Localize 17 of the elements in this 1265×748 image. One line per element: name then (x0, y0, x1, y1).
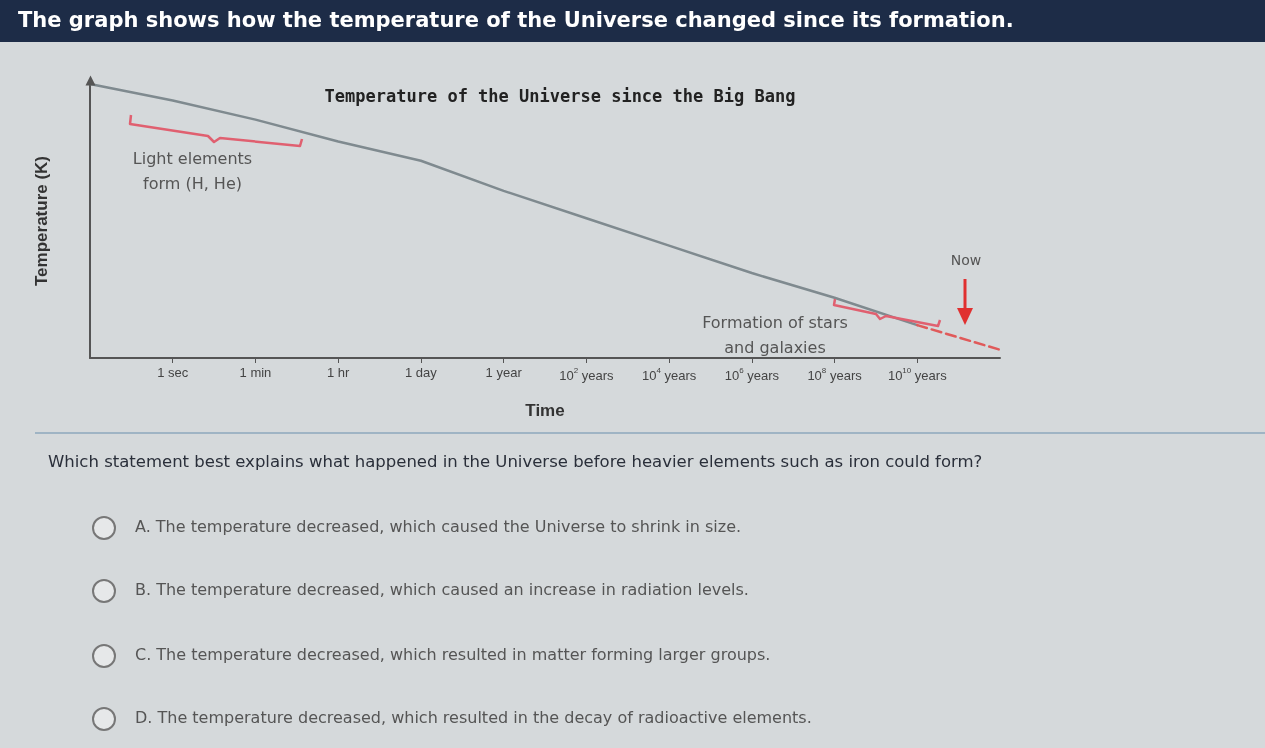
x-tick-label: 1 min (239, 365, 272, 380)
y-axis-title: Temperature (K) (32, 155, 51, 287)
x-tick-label: 1 year (485, 365, 523, 380)
text: C. The temperature decreased, which resulted in matter forming larger groups. (135, 645, 771, 664)
chart-title: Temperature of the Universe since the Big Bang (324, 85, 796, 106)
x-axis-title: Time (525, 401, 565, 420)
text: D. The temperature decreased, which resulted in the decay of radioactive elements. (135, 708, 812, 727)
text: B. The temperature decreased, which caused an increase in radiation levels. (135, 580, 749, 599)
x-tick-label: 1 hr (326, 365, 351, 380)
annotation: Now (949, 251, 983, 270)
annotation: Formation of stars and galaxies (701, 312, 849, 359)
text: A. The temperature decreased, which caused the Universe to shrink in size. (135, 517, 742, 536)
text: Which statement best explains what happened in the Universe before heavier elements such as iron could form? (48, 452, 983, 471)
annotation: Light elements form (H, He) (131, 148, 254, 195)
x-tick-label: 1 sec (157, 365, 189, 380)
x-tick-label: 1 day (405, 365, 438, 380)
text: The graph shows how the temperature of the Universe changed since its formation. (0, 0, 1265, 42)
